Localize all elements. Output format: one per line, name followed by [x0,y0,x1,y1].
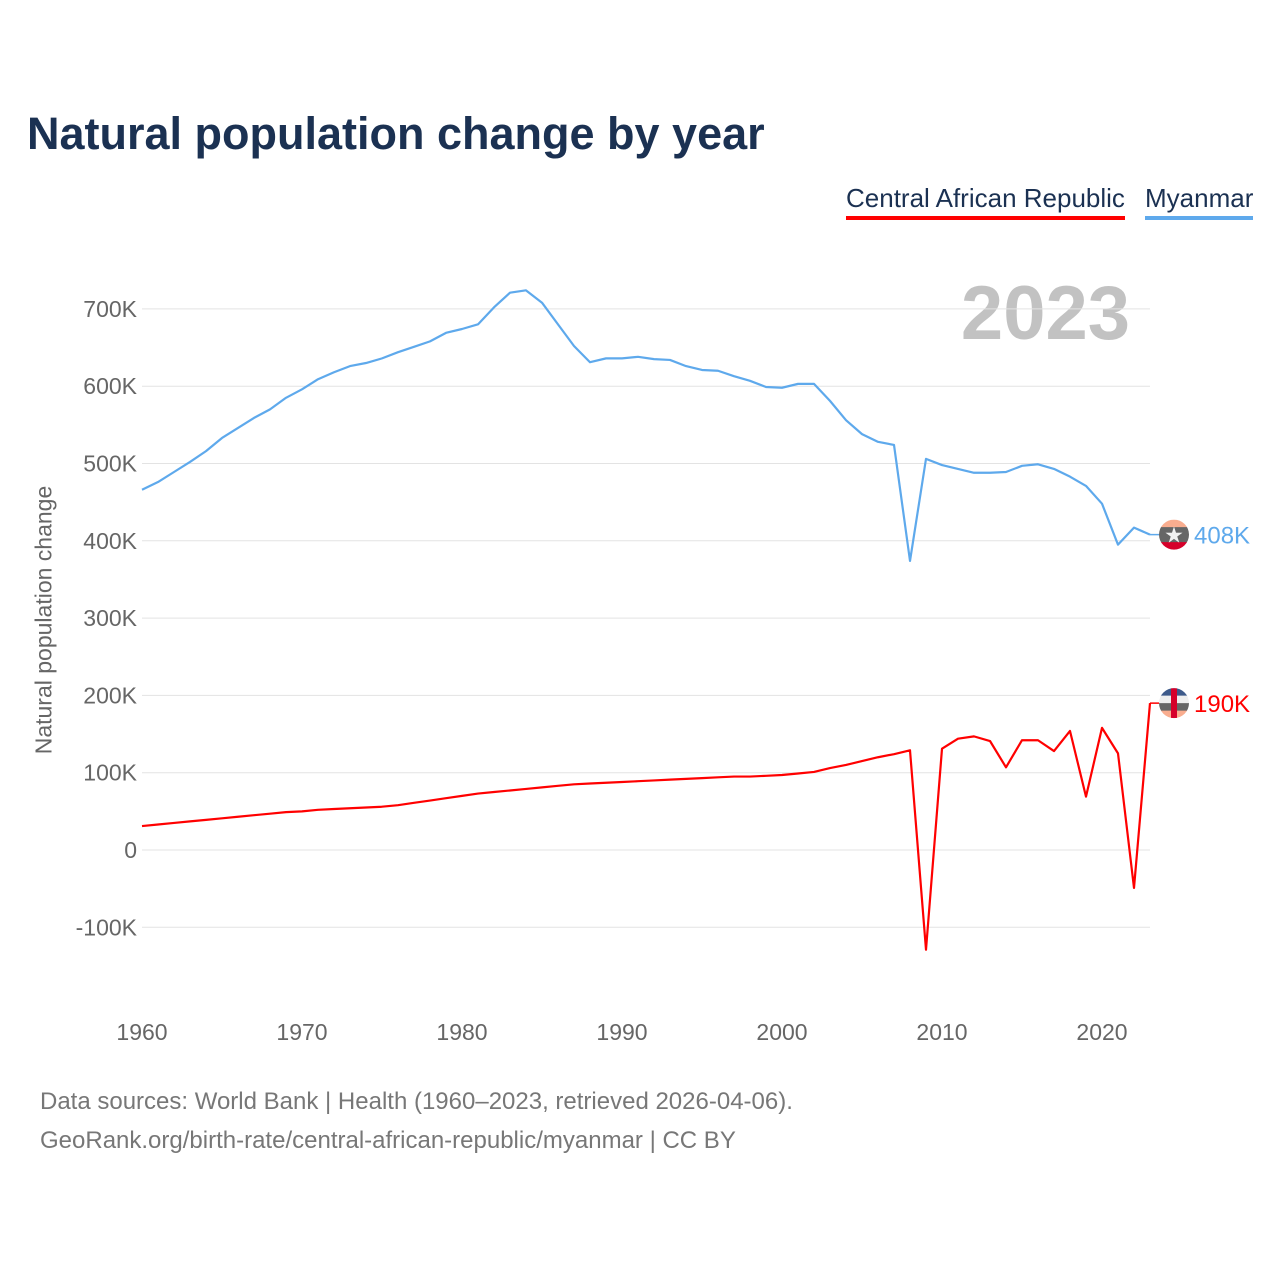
y-tick-label: 100K [83,760,137,786]
y-tick-label: -100K [76,914,138,940]
x-tick-label: 1970 [276,1019,327,1045]
svg-text:★: ★ [1164,523,1184,548]
chart-title: Natural population change by year [27,108,765,159]
x-tick-label: 1990 [596,1019,647,1045]
source-url[interactable]: GeoRank.org/birth-rate/central-african-r… [40,1127,736,1154]
x-tick-label: 2010 [916,1019,967,1045]
source-line: Data sources: World Bank | Health (1960–… [40,1088,793,1115]
y-tick-label: 0 [124,837,137,863]
x-tick-label: 1960 [116,1019,167,1045]
y-tick-label: 500K [83,451,137,477]
series-line-myanmar [141,289,1151,562]
year-indicator: 2023 [960,271,1130,356]
legend-myanmar[interactable]: Myanmar [1145,183,1254,220]
x-tick-label: 1980 [436,1019,487,1045]
x-tick-label: 2020 [1076,1019,1127,1045]
y-tick-label: 400K [83,528,137,554]
series-line-central-african-republic [141,703,1152,951]
end-value-label-myanmar: 408K [1194,523,1250,550]
end-value-label-central-african-republic: 190K [1194,691,1250,718]
y-tick-label: 700K [83,296,137,322]
y-tick-label: 300K [83,605,137,631]
x-tick-label: 2000 [756,1019,807,1045]
y-tick-label: 200K [83,682,137,708]
central-african-republic-flag-icon [1159,688,1189,719]
legend-central-african-republic[interactable]: Central African Republic [846,183,1125,220]
y-tick-label: 600K [83,373,137,399]
myanmar-flag-icon: ★ [1159,519,1189,550]
